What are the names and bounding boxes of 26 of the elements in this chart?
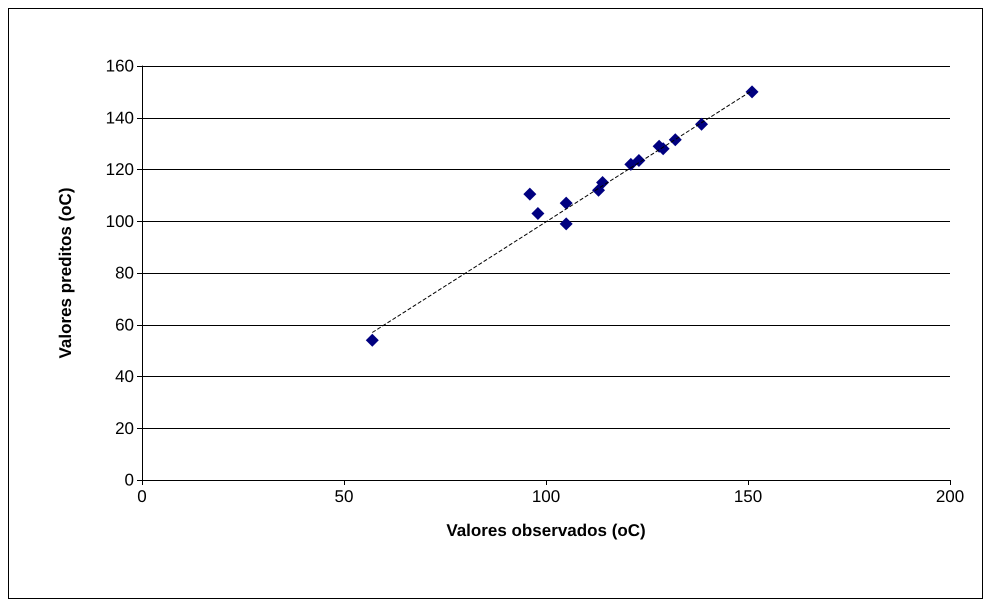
- y-tick-label: 140: [106, 108, 134, 128]
- x-tick-label: 0: [137, 487, 147, 506]
- y-tick-label: 80: [115, 264, 134, 282]
- point: [531, 206, 544, 220]
- x-tick-label: 50: [334, 487, 354, 506]
- point: [366, 334, 379, 347]
- y-axis-title: Valores preditos (oC): [56, 188, 75, 358]
- point: [668, 133, 682, 146]
- point: [632, 154, 646, 167]
- point: [596, 176, 610, 189]
- y-tick-label: 40: [115, 367, 134, 386]
- point: [560, 217, 573, 230]
- point: [523, 188, 536, 201]
- y-tick-label: 60: [115, 315, 134, 334]
- y-tick-label: 120: [106, 160, 134, 179]
- y-tick-label: 20: [115, 418, 134, 438]
- y-tick-label: 0: [124, 470, 134, 490]
- x-axis-title: Valores observados (oC): [446, 521, 646, 540]
- x-tick-label: 150: [734, 487, 762, 506]
- y-tick-label: 100: [106, 212, 134, 231]
- x-tick-label: 100: [532, 487, 560, 506]
- point: [560, 196, 573, 210]
- y-tick-label: 160: [106, 56, 134, 76]
- point: [695, 118, 708, 131]
- point: [746, 85, 759, 98]
- x-tick-label: 200: [936, 487, 964, 506]
